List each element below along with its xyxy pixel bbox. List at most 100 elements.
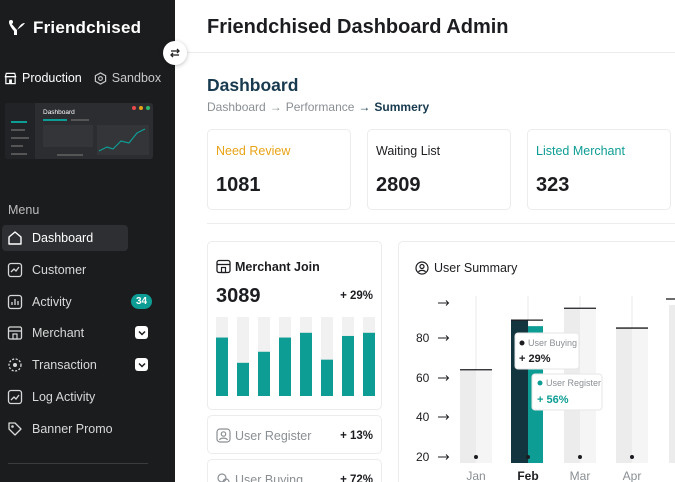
breadcrumb-separator: → <box>358 100 371 114</box>
sidebar-divider <box>8 463 148 464</box>
home-icon <box>8 231 22 245</box>
transaction-icon <box>8 358 22 372</box>
chart-point <box>474 455 478 459</box>
sidebar-item-label: Activity <box>32 294 72 309</box>
sidebar-item-label: Dashboard <box>32 231 94 245</box>
stat-value: 323 <box>536 174 570 196</box>
brand-name: Friendchised <box>33 18 142 37</box>
user-register-value: + 13% <box>340 430 373 442</box>
log-icon <box>7 389 23 405</box>
merchant-join-value: 3089 <box>216 285 261 307</box>
sidebar-item-label: Banner Promo <box>32 421 113 436</box>
chart-point <box>630 455 634 459</box>
environment-switch: Production Sandbox <box>4 71 161 85</box>
y-tick-label: 60 <box>416 371 430 385</box>
collapse-sidebar-button[interactable] <box>163 41 187 65</box>
preview-image: Dashboard <box>5 103 153 159</box>
tooltip-box <box>531 373 603 411</box>
tooltip-user-buying: User Buying + 29% <box>514 332 580 370</box>
tooltip-user-register: User Register + 56% <box>531 373 603 411</box>
merchant-bar <box>279 337 291 396</box>
stat-label: Listed Merchant <box>536 144 625 158</box>
page-title: Dashboard <box>207 75 299 95</box>
user-buying-icon <box>217 473 230 482</box>
merchant-join-card[interactable]: Merchant Join 3089 + 29% <box>207 241 382 410</box>
sidebar-item-merchant[interactable]: Merchant <box>2 320 160 346</box>
stat-value: 1081 <box>216 174 261 196</box>
sidebar-item-transaction[interactable]: Transaction <box>2 352 160 378</box>
brand[interactable]: Friendchised <box>7 18 141 38</box>
tooltip-label: User Buying <box>528 338 577 348</box>
sidebar-item-banner-promo[interactable]: Banner Promo <box>2 416 160 442</box>
stat-card-listed-merchant[interactable]: Listed Merchant 323 <box>527 129 671 210</box>
chart-point <box>526 455 530 459</box>
menu-label: Menu <box>8 203 40 217</box>
breadcrumb-separator: → <box>269 100 282 114</box>
section-divider <box>207 223 675 224</box>
y-tick-label: 80 <box>416 331 430 345</box>
sidebar-item-label: Merchant <box>32 326 85 341</box>
user-buying-row[interactable]: User Buying + 72% <box>207 459 382 482</box>
chart-point <box>578 455 582 459</box>
env-sandbox-label: Sandbox <box>111 71 162 85</box>
breadcrumb: Dashboard → Performance → Summery <box>207 100 429 114</box>
stat-value: 2809 <box>376 174 421 196</box>
trend-icon <box>7 262 23 277</box>
store-icon <box>216 259 231 274</box>
breadcrumb-item[interactable]: Dashboard <box>207 100 266 114</box>
y-tick-label: 20 <box>416 450 430 464</box>
stat-label: Waiting List <box>376 144 441 158</box>
sidebar-item-log-activity[interactable]: Log Activity <box>2 384 160 410</box>
tooltip-value: + 29% <box>519 353 551 365</box>
env-sandbox[interactable]: Sandbox <box>94 71 161 85</box>
sidebar-item-label: Log Activity <box>32 389 96 404</box>
chart-bar[interactable] <box>632 328 648 463</box>
brand-logo-icon <box>9 20 25 35</box>
stat-card-need-review[interactable]: Need Review 1081 <box>207 129 351 210</box>
chevron-down-icon[interactable] <box>135 358 148 372</box>
stat-card-waiting-list[interactable]: Waiting List 2809 <box>367 129 511 210</box>
axis-arrow-head <box>445 300 450 306</box>
merchant-bar <box>258 351 270 396</box>
top-bar: Friendchised Dashboard Admin <box>175 0 675 53</box>
tooltip-box <box>514 332 580 370</box>
breadcrumb-current: Summery <box>374 100 430 114</box>
breadcrumb-item[interactable]: Performance <box>285 100 355 114</box>
sidebar-item-dashboard[interactable]: Dashboard <box>2 225 128 251</box>
axis-arrow-head <box>445 335 450 341</box>
chevron-down-icon[interactable] <box>135 326 148 340</box>
user-icon <box>216 428 231 443</box>
sidebar-item-customer[interactable]: Customer <box>2 257 160 283</box>
env-production[interactable]: Production <box>4 71 82 85</box>
merchant-bar <box>216 337 228 396</box>
x-tick-label: Jan <box>466 469 485 482</box>
sidebar-item-label: Customer <box>32 262 87 277</box>
bar-chart-icon <box>7 294 23 309</box>
stat-label: Need Review <box>216 144 291 158</box>
tooltip-dot <box>519 340 525 346</box>
chart-bar[interactable] <box>616 328 632 463</box>
y-tick-label: 40 <box>416 410 430 424</box>
user-icon <box>415 261 429 275</box>
app-title: Friendchised Dashboard Admin <box>207 16 509 38</box>
merchant-join-title: Merchant Join <box>235 260 320 274</box>
env-production-label: Production <box>22 71 82 85</box>
chart-bar[interactable] <box>476 369 492 463</box>
axis-arrow-head <box>445 454 450 460</box>
merchant-join-bars <box>216 317 375 396</box>
user-register-row[interactable]: User Register + 13% <box>207 415 382 454</box>
chart-bar[interactable] <box>460 369 476 463</box>
sidebar-item-activity[interactable]: Activity 34 <box>2 289 160 315</box>
sidebar-menu: Dashboard Customer Activity 34 <box>2 225 160 448</box>
chart-bar-partial <box>669 305 675 463</box>
user-register-label: User Register <box>235 429 312 443</box>
environment-preview-thumbnail[interactable]: Dashboard <box>5 103 153 159</box>
merchant-bar <box>300 332 312 396</box>
preview-title: Dashboard <box>43 109 75 116</box>
main-content: Friendchised Dashboard Admin Dashboard D… <box>175 0 675 482</box>
tooltip-value: + 56% <box>537 394 569 406</box>
activity-count-badge: 34 <box>131 293 153 309</box>
x-tick-label: Mar <box>570 469 591 482</box>
tooltip-label: User Register <box>546 378 601 388</box>
